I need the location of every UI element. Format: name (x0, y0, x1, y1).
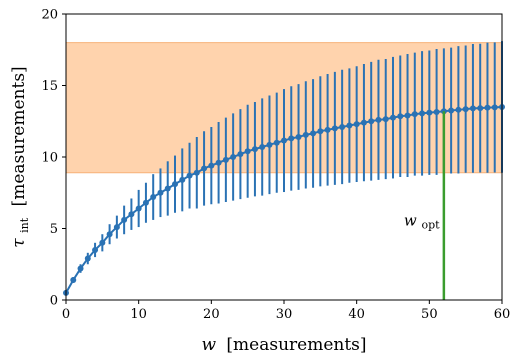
data-point-47 (404, 112, 411, 119)
data-point-36 (324, 126, 331, 133)
x-axis-label: w [measurements] (201, 335, 366, 355)
y-tick-label-10: 10 (41, 151, 58, 166)
data-point-7 (113, 224, 120, 231)
data-point-43 (375, 116, 382, 123)
data-point-33 (302, 131, 309, 138)
y-axis-label: τ int [measurements] (9, 66, 33, 247)
data-point-5 (99, 239, 106, 246)
data-point-9 (128, 211, 135, 218)
y-axis-label-unit: [measurements] (9, 66, 29, 206)
data-point-56 (469, 105, 476, 112)
x-axis-label-main: w (201, 335, 216, 355)
data-point-19 (201, 165, 208, 172)
data-point-10 (135, 205, 142, 212)
data-point-59 (491, 104, 498, 111)
data-point-51 (433, 108, 440, 115)
x-tick-label-20: 20 (203, 307, 220, 322)
data-point-2 (77, 265, 84, 272)
data-point-18 (193, 169, 200, 176)
x-tick-label-0: 0 (62, 307, 70, 322)
data-point-49 (419, 110, 426, 117)
data-point-20 (208, 162, 215, 169)
axis-ticks: 0 10 20 30 40 50 60 0 5 10 15 20 (41, 8, 510, 323)
data-point-24 (237, 151, 244, 158)
y-tick-label-0: 0 (50, 294, 58, 309)
y-tick-label-5: 5 (50, 222, 58, 237)
x-tick-label-60: 60 (494, 307, 511, 322)
data-point-45 (390, 114, 396, 121)
data-point-48 (411, 111, 418, 118)
data-point-27 (259, 143, 266, 150)
data-point-38 (339, 123, 346, 130)
data-point-17 (186, 172, 193, 179)
data-point-32 (295, 133, 302, 140)
data-point-40 (353, 121, 360, 128)
data-point-13 (157, 189, 164, 196)
y-tick-label-20: 20 (41, 8, 58, 23)
data-point-4 (92, 246, 99, 253)
data-point-11 (142, 199, 149, 206)
data-point-15 (172, 181, 178, 188)
x-tick-label-50: 50 (421, 307, 438, 322)
data-point-46 (397, 113, 404, 120)
data-point-57 (477, 105, 484, 112)
x-tick-label-10: 10 (130, 307, 147, 322)
x-axis-label-unit: [measurements] (226, 335, 366, 355)
data-point-42 (368, 118, 375, 125)
data-point-14 (164, 185, 171, 192)
w-opt-label-sub: opt (422, 219, 441, 232)
data-point-44 (382, 116, 389, 123)
data-point-23 (230, 154, 237, 160)
data-point-50 (426, 109, 433, 116)
y-axis-label-main: τ (9, 238, 29, 248)
w-opt-label: w opt (404, 212, 440, 232)
data-point-31 (288, 135, 295, 142)
data-point-29 (273, 139, 280, 146)
w-opt-label-main: w (404, 212, 417, 230)
data-points (63, 103, 505, 296)
data-point-30 (281, 137, 287, 144)
data-point-3 (84, 255, 91, 262)
data-point-26 (251, 146, 258, 153)
data-point-16 (179, 176, 186, 183)
data-point-54 (455, 106, 462, 113)
data-point-22 (222, 156, 229, 163)
data-point-35 (317, 128, 324, 135)
data-point-53 (448, 107, 455, 114)
data-point-55 (462, 106, 469, 113)
data-point-21 (215, 159, 222, 166)
data-point-28 (266, 141, 273, 148)
y-axis-label-sub: int (18, 217, 31, 233)
data-point-25 (244, 148, 251, 155)
data-point-37 (331, 125, 338, 132)
x-tick-label-40: 40 (348, 307, 365, 322)
data-point-1 (70, 276, 77, 283)
data-point-39 (346, 122, 353, 129)
y-tick-label-15: 15 (41, 79, 58, 94)
data-point-12 (150, 194, 157, 201)
data-point-58 (484, 104, 491, 111)
data-point-6 (106, 231, 113, 238)
data-point-34 (310, 130, 317, 137)
data-point-8 (121, 216, 128, 223)
x-tick-label-30: 30 (276, 307, 293, 322)
data-point-41 (360, 119, 367, 126)
